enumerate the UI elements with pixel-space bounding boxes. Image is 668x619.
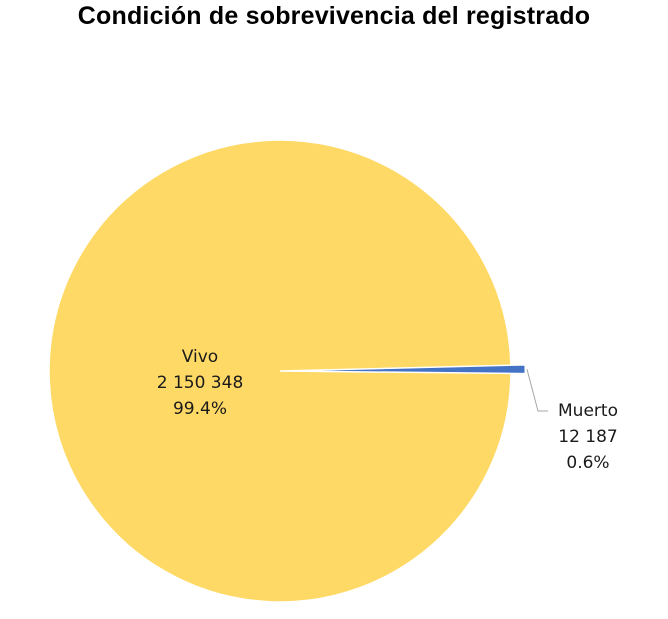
pie-slices — [48, 139, 526, 603]
data-label-muerto-line-1: Muerto — [558, 401, 618, 421]
data-label-vivo-line-1: Vivo — [182, 347, 218, 367]
chart-title: Condición de sobrevivencia del registrad… — [77, 2, 591, 30]
data-label-muerto-line-3: 0.6% — [566, 453, 609, 473]
leader-line-muerto — [526, 369, 548, 412]
data-label-vivo-line-2: 2 150 348 — [157, 373, 244, 393]
data-labels: Vivo 2 150 348 99.4% Muerto 12 187 0.6% — [157, 347, 618, 473]
leader-lines — [526, 369, 548, 412]
pie-slice-vivo — [48, 139, 512, 603]
data-label-vivo-line-3: 99.4% — [173, 399, 227, 419]
data-label-muerto-line-2: 12 187 — [558, 427, 617, 447]
pie-slice-muerto — [293, 364, 526, 374]
